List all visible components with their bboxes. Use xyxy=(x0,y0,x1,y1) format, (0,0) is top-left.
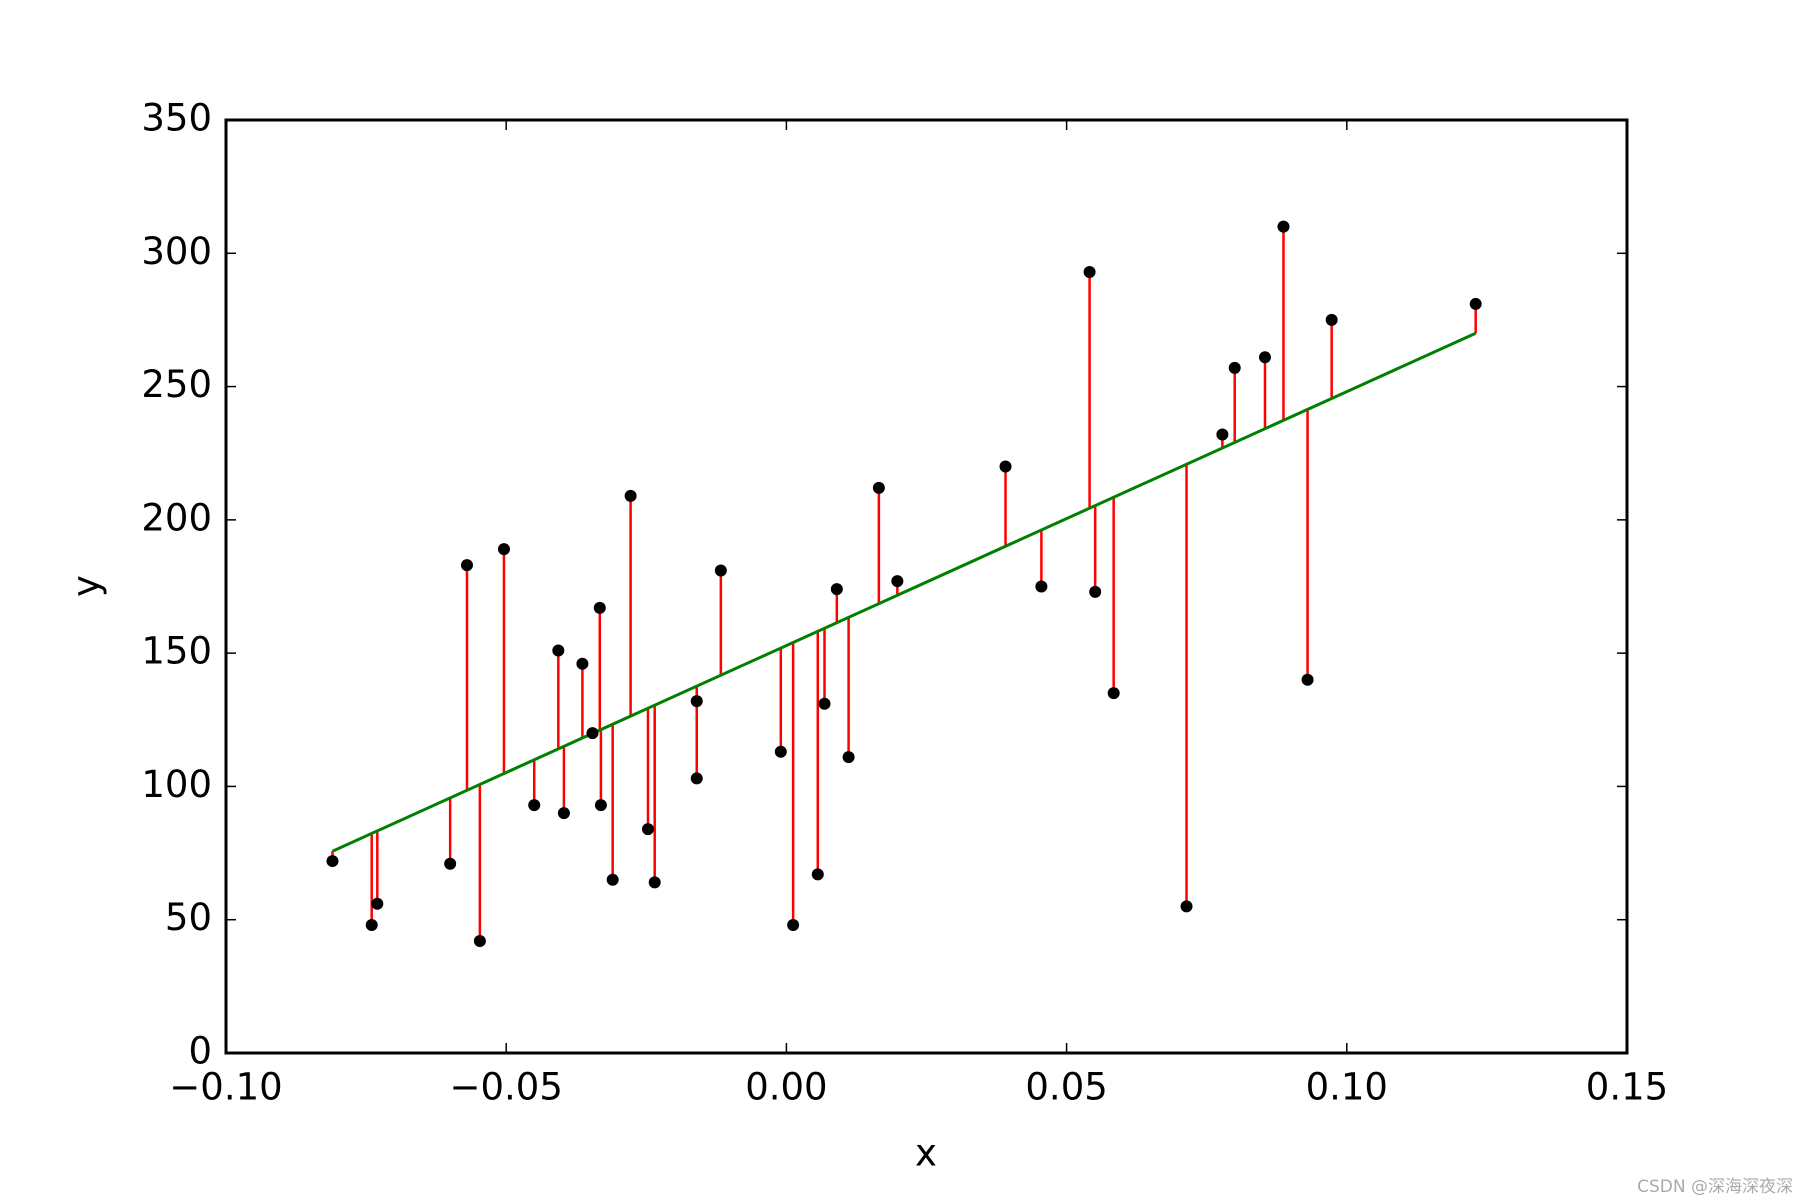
point xyxy=(497,543,510,556)
point xyxy=(371,897,384,910)
point xyxy=(811,868,824,881)
y-tick-label: 250 xyxy=(141,363,212,406)
point xyxy=(1301,673,1314,686)
point xyxy=(714,564,727,577)
point xyxy=(528,799,541,812)
point xyxy=(818,697,831,710)
y-tick-label: 150 xyxy=(141,630,212,673)
point xyxy=(690,772,703,785)
point xyxy=(842,751,855,764)
plot-frame xyxy=(224,118,1629,1055)
point xyxy=(1228,361,1241,374)
y-tick-label: 300 xyxy=(141,230,212,273)
x-tick-label: 0.10 xyxy=(1306,1066,1388,1109)
x-tick-label: −0.10 xyxy=(169,1066,282,1109)
point xyxy=(690,695,703,708)
point xyxy=(830,583,843,596)
y-tick-label: 0 xyxy=(188,1030,212,1073)
point xyxy=(891,575,904,588)
point xyxy=(1035,580,1048,593)
x-tick-label: 0.05 xyxy=(1025,1066,1107,1109)
fit-line xyxy=(331,331,1477,853)
point xyxy=(326,855,339,868)
y-tick-label: 100 xyxy=(141,763,212,806)
y-axis-label: y xyxy=(65,575,108,597)
point xyxy=(365,919,378,932)
point xyxy=(557,807,570,820)
point xyxy=(1083,265,1096,278)
point xyxy=(641,823,654,836)
x-tick-label: 0.00 xyxy=(745,1066,827,1109)
point xyxy=(1089,585,1102,598)
point xyxy=(624,489,637,502)
y-tick-label: 200 xyxy=(141,496,212,539)
point xyxy=(593,601,606,614)
point xyxy=(787,919,800,932)
point xyxy=(1180,900,1193,913)
point xyxy=(1469,297,1482,310)
point xyxy=(444,857,457,870)
y-tick-label: 50 xyxy=(165,896,212,939)
y-tick-label: 350 xyxy=(141,97,212,140)
point xyxy=(648,876,661,889)
point xyxy=(576,657,589,670)
point xyxy=(1216,428,1229,441)
point xyxy=(586,727,599,740)
point xyxy=(1107,687,1120,700)
point xyxy=(1277,220,1290,233)
point xyxy=(1258,351,1271,364)
x-tick-label: 0.15 xyxy=(1586,1066,1668,1109)
x-tick-label: −0.05 xyxy=(450,1066,563,1109)
point xyxy=(606,873,619,886)
point xyxy=(999,460,1012,473)
watermark: CSDN @深海深夜深 xyxy=(1637,1177,1793,1197)
x-axis-label: x xyxy=(915,1132,937,1175)
point xyxy=(1325,313,1338,326)
point xyxy=(473,935,486,948)
point xyxy=(774,745,787,758)
point xyxy=(460,559,473,572)
point xyxy=(872,481,885,494)
point xyxy=(552,644,565,657)
point xyxy=(594,799,607,812)
